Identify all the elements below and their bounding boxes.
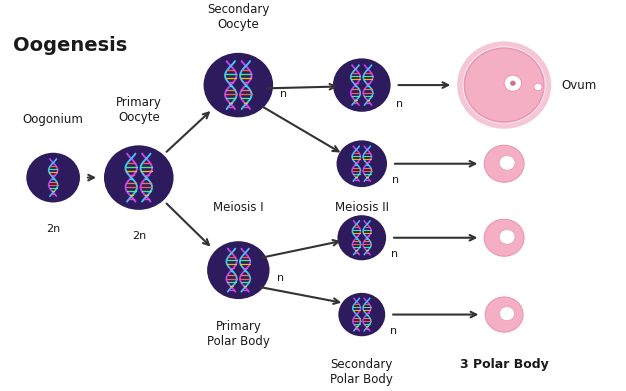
Circle shape (485, 145, 524, 182)
Circle shape (206, 240, 270, 300)
Circle shape (463, 47, 546, 124)
Text: Secondary
Polar Body: Secondary Polar Body (331, 358, 393, 386)
Circle shape (504, 75, 521, 91)
Text: n: n (280, 89, 287, 99)
Text: Primary
Polar Body: Primary Polar Body (207, 321, 270, 348)
Text: Secondary
Oocyte: Secondary Oocyte (207, 4, 270, 31)
Circle shape (499, 230, 515, 244)
Circle shape (464, 48, 544, 122)
Text: n: n (390, 326, 398, 336)
Text: n: n (392, 176, 399, 185)
Circle shape (332, 57, 392, 113)
Text: Primary
Oocyte: Primary Oocyte (116, 96, 162, 124)
Circle shape (510, 81, 516, 86)
Text: 2n: 2n (46, 224, 60, 234)
Text: Meiosis I: Meiosis I (213, 201, 264, 214)
Circle shape (202, 52, 274, 118)
Circle shape (336, 214, 387, 261)
Text: Meiosis II: Meiosis II (335, 201, 389, 214)
Circle shape (485, 297, 523, 332)
Circle shape (25, 152, 81, 203)
Text: Oogonium: Oogonium (23, 113, 84, 126)
Circle shape (499, 155, 515, 170)
Circle shape (485, 219, 524, 256)
Circle shape (457, 41, 551, 129)
Circle shape (337, 292, 386, 337)
Text: Ovum: Ovum (561, 79, 597, 91)
Circle shape (103, 144, 175, 211)
Text: 2n: 2n (131, 231, 146, 241)
Circle shape (500, 307, 515, 321)
Text: Oogenesis: Oogenesis (13, 36, 128, 55)
Circle shape (534, 83, 542, 91)
Text: n: n (277, 273, 284, 283)
Text: n: n (391, 249, 398, 259)
Circle shape (336, 139, 388, 188)
Text: n: n (396, 99, 403, 109)
Text: 3 Polar Body: 3 Polar Body (459, 358, 548, 371)
